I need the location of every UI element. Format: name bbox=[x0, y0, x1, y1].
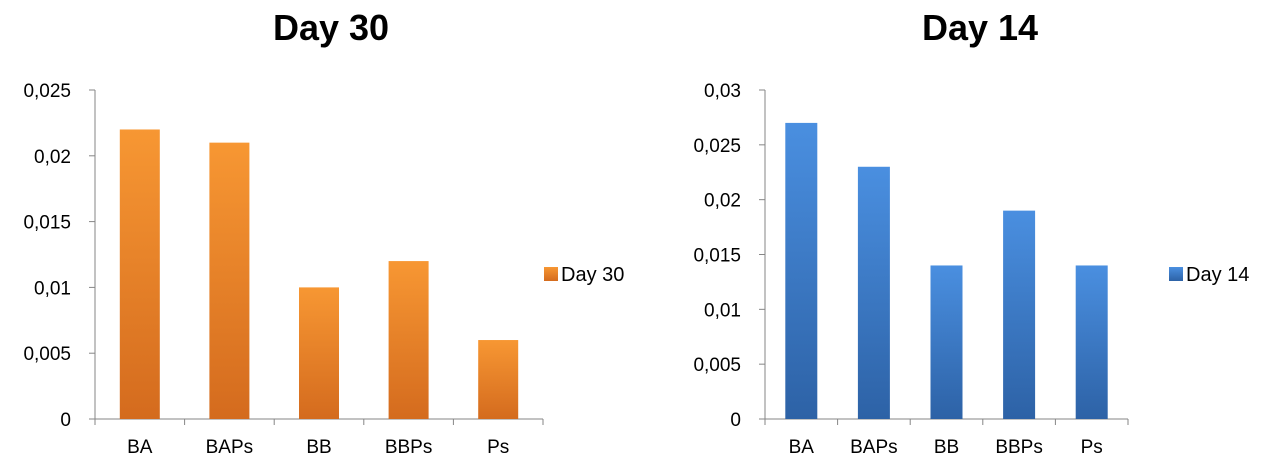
y-tick-label: 0,005 bbox=[693, 355, 741, 376]
chart-2: Day 14 0 0,005 0,01 0,015 0,02 0,025 0,03 BA BAPs… bbox=[693, 7, 1249, 458]
y-tick-label: 0,015 bbox=[693, 246, 741, 267]
y-tick-label: 0,01 bbox=[34, 278, 71, 299]
legend: Day 14 bbox=[1169, 264, 1249, 286]
legend-swatch bbox=[544, 267, 558, 281]
x-tick-label: BB bbox=[306, 437, 331, 458]
bar-bbps bbox=[1003, 210, 1036, 419]
legend: Day 30 bbox=[544, 264, 624, 286]
bar-ps bbox=[1075, 265, 1108, 419]
y-tick-label: 0,01 bbox=[704, 300, 741, 321]
chart-title: Day 30 bbox=[273, 7, 389, 48]
y-tick-label: 0,02 bbox=[704, 191, 741, 212]
y-tick-label: 0,015 bbox=[23, 213, 71, 234]
y-tick-label: 0 bbox=[60, 410, 71, 431]
y-tick-label: 0,025 bbox=[23, 81, 71, 102]
y-tick-label: 0,005 bbox=[23, 344, 71, 365]
y-tick-label: 0,03 bbox=[704, 81, 741, 102]
x-tick-label: BA bbox=[789, 437, 815, 458]
legend-label: Day 14 bbox=[1186, 264, 1249, 286]
bar-bb bbox=[299, 287, 339, 419]
bar-baps bbox=[209, 142, 250, 419]
y-tick-label: 0,02 bbox=[34, 147, 71, 168]
bar-bbps bbox=[388, 261, 429, 419]
y-tick-label: 0 bbox=[730, 410, 741, 431]
x-tick-label: BA bbox=[127, 437, 153, 458]
bar-ps bbox=[478, 340, 519, 419]
bar-baps bbox=[857, 166, 890, 419]
x-tick-label: Ps bbox=[1081, 437, 1103, 458]
x-tick-label: BBPs bbox=[385, 437, 433, 458]
chart-title: Day 14 bbox=[922, 7, 1038, 48]
x-tick-label: Ps bbox=[487, 437, 509, 458]
bar-bb bbox=[930, 265, 963, 419]
bar-ba bbox=[119, 129, 160, 420]
x-tick-label: BBPs bbox=[995, 437, 1043, 458]
x-tick-label: BAPs bbox=[850, 437, 898, 458]
chart-1: Day 30 0 0,005 0,01 0,015 0,02 0,025 BA BAPs BB BB… bbox=[23, 7, 624, 458]
x-tick-label: BAPs bbox=[206, 437, 254, 458]
y-tick-label: 0,025 bbox=[693, 136, 741, 157]
x-tick-label: BB bbox=[934, 437, 959, 458]
legend-swatch bbox=[1169, 267, 1183, 281]
bar-ba bbox=[785, 122, 818, 420]
legend-label: Day 30 bbox=[561, 264, 624, 286]
